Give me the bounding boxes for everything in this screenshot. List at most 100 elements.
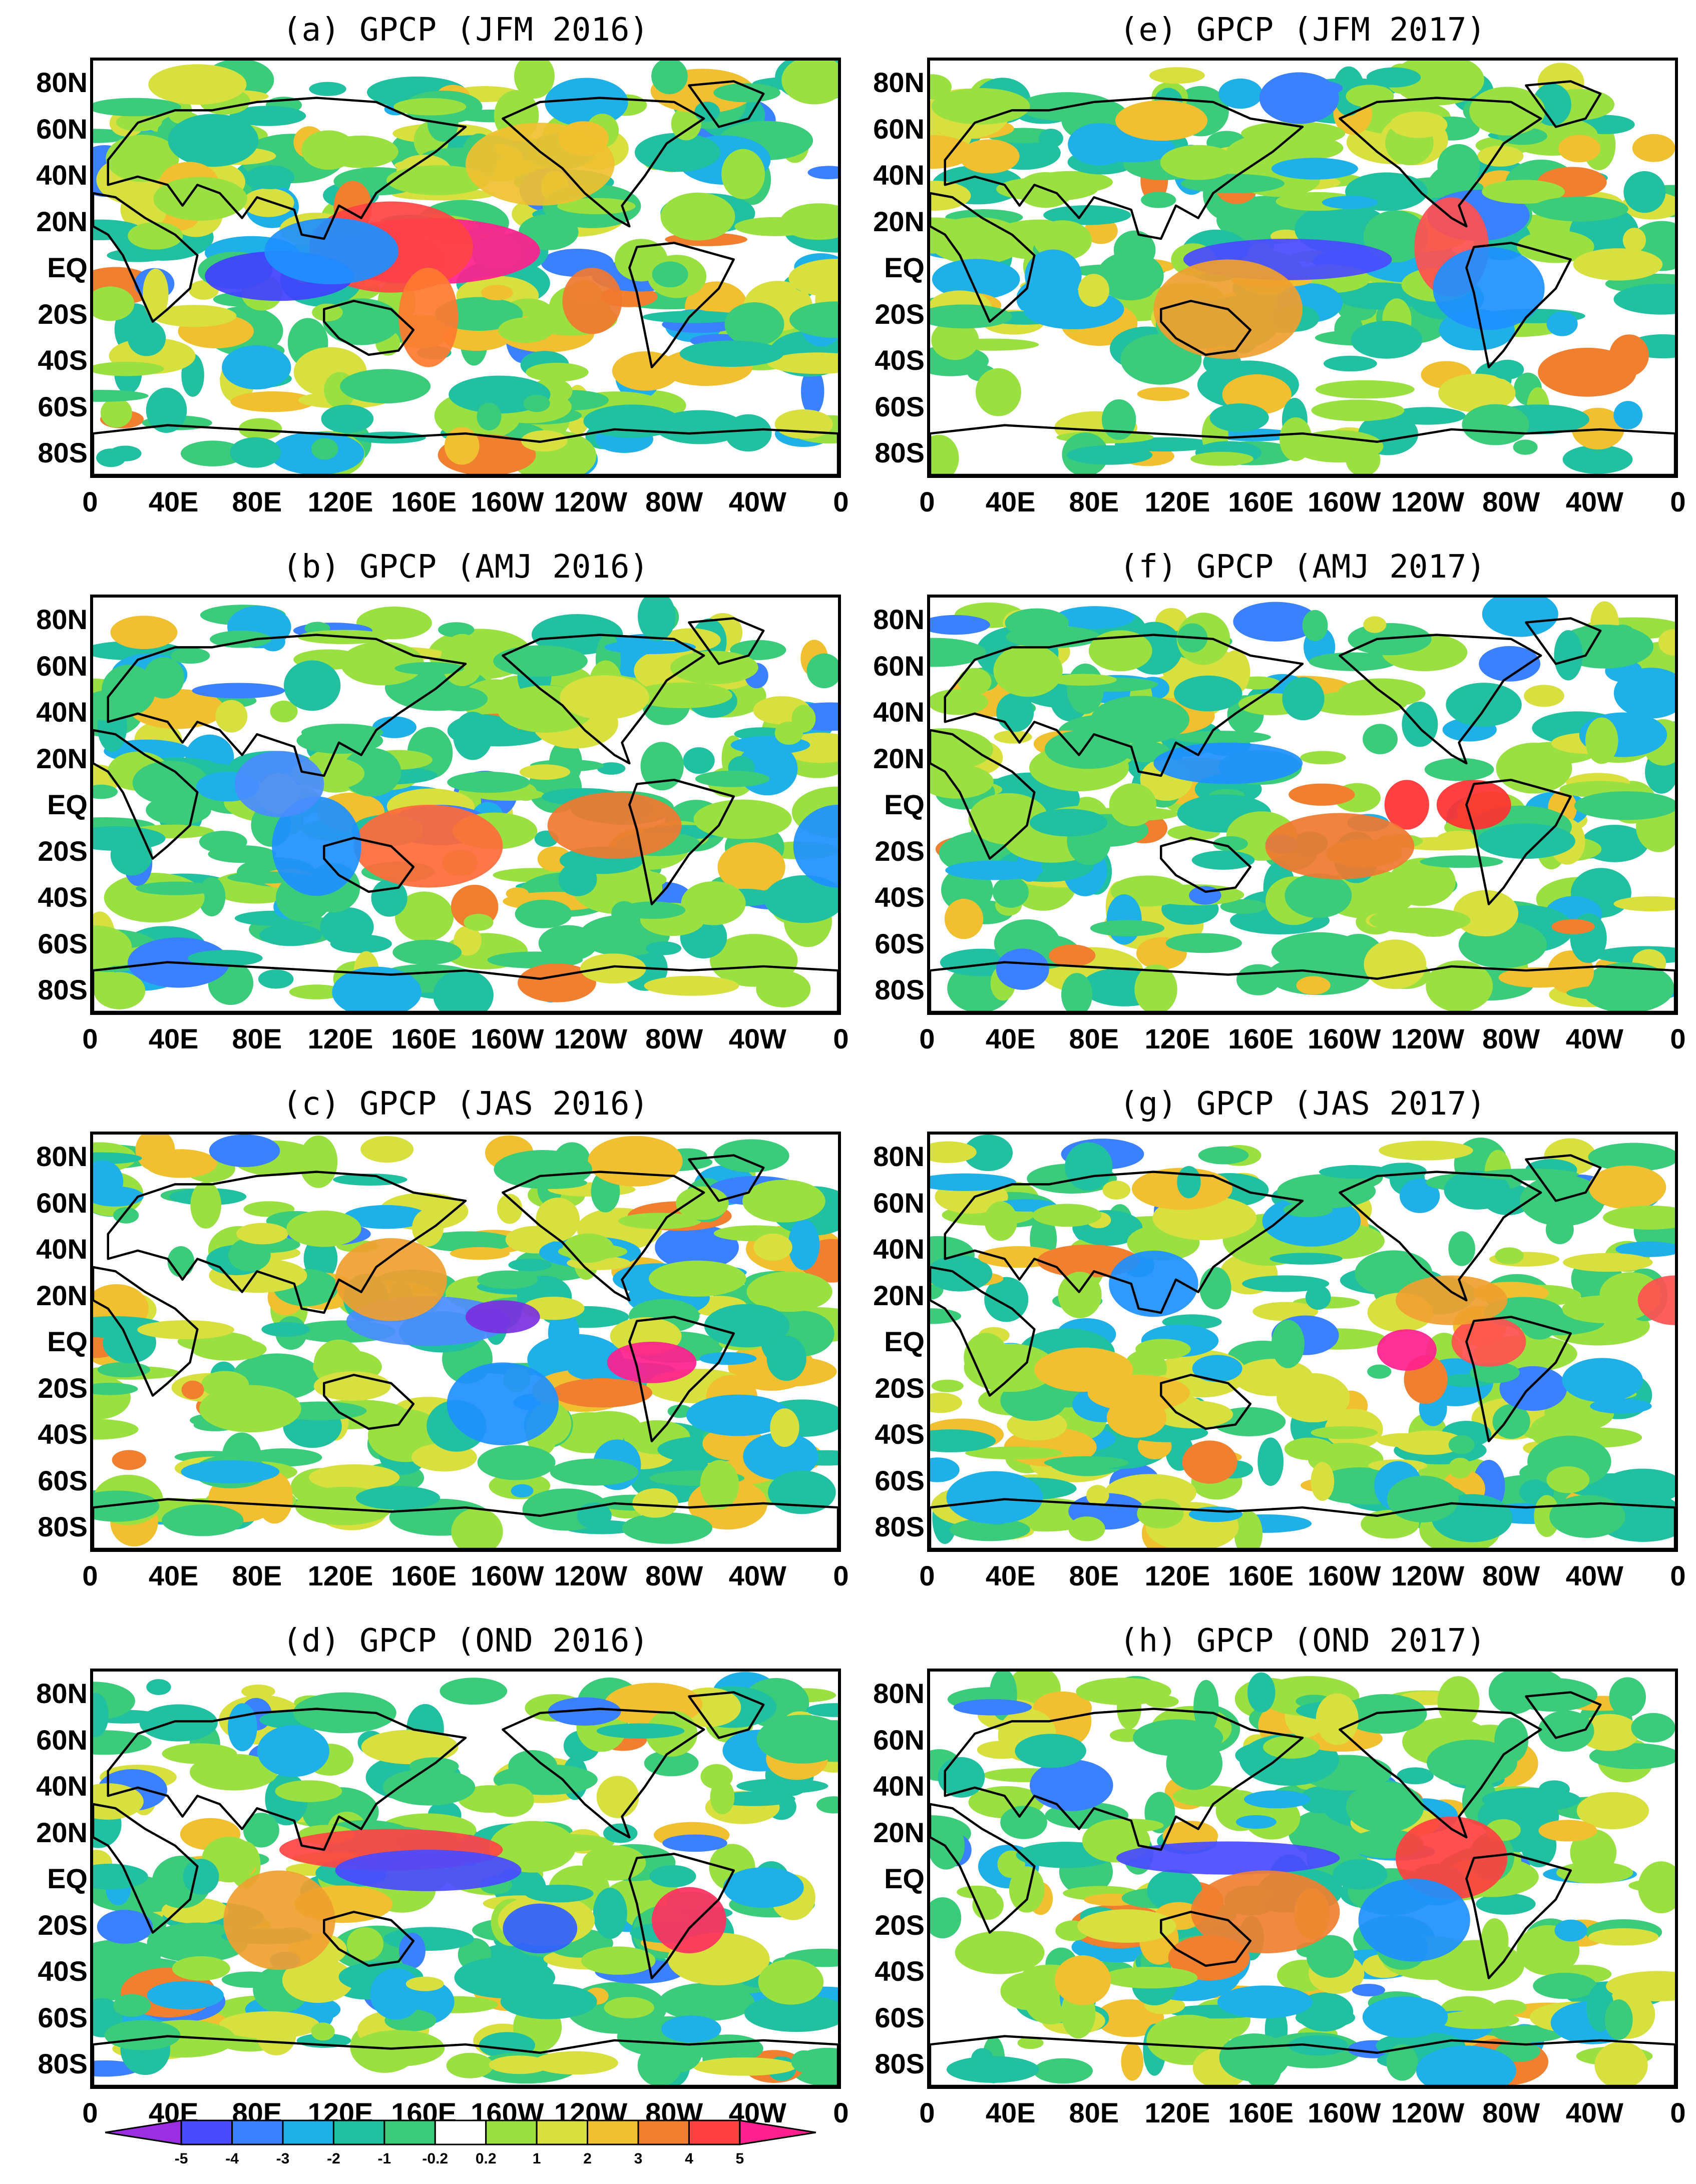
anomaly-blob	[447, 714, 518, 747]
coastline	[1339, 1171, 1542, 1302]
lat-tick-label: 20S	[38, 835, 88, 867]
anomaly-center	[335, 1850, 522, 1891]
anomaly-blob	[949, 1518, 1030, 1541]
lat-tick-label: 80N	[873, 604, 925, 635]
anomaly-center	[562, 268, 622, 334]
anomaly-blob	[753, 1233, 792, 1261]
anomaly-blob	[340, 369, 431, 404]
anomaly-blob	[1234, 1510, 1263, 1549]
anomaly-blob	[1017, 2036, 1044, 2049]
anomaly-blob	[1160, 145, 1236, 180]
lon-tick-label: 40E	[148, 1023, 199, 1054]
anomaly-blob	[93, 784, 118, 799]
anomaly-blob	[100, 398, 132, 428]
coastline	[930, 1803, 1036, 1934]
anomaly-blob	[1078, 274, 1110, 307]
anomaly-blob	[383, 1927, 474, 1951]
colorbar-swatch	[332, 2119, 385, 2145]
anomaly-blob	[742, 1180, 825, 1223]
anomaly-blob	[975, 368, 1021, 416]
anomaly-blob	[596, 1776, 639, 1818]
anomaly-blob	[309, 82, 346, 96]
colorbar-label: 5	[735, 2150, 744, 2167]
anomaly-blob	[275, 1780, 342, 1802]
lon-tick-label: 80W	[1482, 1023, 1540, 1054]
anomaly-blob	[1622, 228, 1646, 253]
anomaly-blob	[1109, 783, 1157, 827]
lat-tick-label: 80S	[875, 2048, 925, 2079]
coastline	[1339, 634, 1542, 765]
anomaly-blob	[1319, 1165, 1393, 1179]
anomaly-blob	[372, 716, 416, 738]
anomaly-blob	[143, 657, 185, 699]
colorbar-label: -2	[327, 2150, 340, 2167]
lat-tick-label: 60S	[38, 390, 88, 422]
anomaly-blob	[1043, 205, 1131, 225]
lon-tick-label: 160E	[391, 1023, 457, 1054]
anomaly-blob	[788, 259, 838, 298]
anomaly-center	[607, 1342, 697, 1383]
coastline	[107, 1708, 467, 1851]
lat-tick-label: 20N	[873, 742, 925, 774]
coastline	[1160, 837, 1252, 893]
colorbar-swatch	[739, 2119, 816, 2145]
anomaly-blob	[1198, 1146, 1249, 1165]
lat-tick-label: 20N	[36, 742, 88, 774]
panel-title: (h) GPCP (OND 2017)	[1119, 1622, 1486, 1660]
anomaly-blob	[210, 630, 271, 648]
lat-tick-label: 60N	[873, 1187, 925, 1219]
anomaly-blob	[758, 1959, 824, 2005]
anomaly-center	[335, 1238, 447, 1321]
anomaly-blob	[93, 286, 135, 321]
anomaly-blob	[282, 1957, 354, 2003]
anomaly-blob	[1209, 403, 1269, 432]
anomaly-blob	[1213, 836, 1248, 852]
anomaly-blob	[188, 950, 263, 966]
anomaly-blob	[477, 1270, 538, 1289]
anomaly-blob	[662, 1834, 727, 1852]
anomaly-blob	[816, 1796, 838, 1814]
lat-tick-label: 20S	[875, 298, 925, 330]
lon-tick-label: 0	[82, 486, 98, 517]
anomaly-center	[264, 218, 399, 285]
anomaly-blob	[440, 1678, 508, 1705]
coastline	[1160, 1911, 1252, 1967]
anomaly-blob	[604, 640, 696, 655]
anomaly-blob	[93, 361, 164, 376]
anomaly-center	[547, 792, 682, 859]
anomaly-blob	[730, 640, 786, 660]
anomaly-blob	[296, 727, 383, 754]
lat-tick-label: 20S	[38, 298, 88, 330]
coastline	[944, 97, 1304, 240]
coastline	[1339, 1708, 1542, 1839]
lon-tick-label: 40E	[985, 1560, 1036, 1591]
anomaly-blob	[930, 1392, 962, 1413]
colorbar-swatch	[637, 2119, 690, 2145]
lat-tick-label: 80S	[875, 974, 925, 1005]
coastline	[688, 1691, 765, 1739]
colorbar-swatch	[282, 2119, 334, 2145]
lat-tick-label: EQ	[884, 1863, 925, 1894]
anomaly-blob	[780, 203, 838, 240]
lon-tick-label: 0	[833, 486, 849, 517]
anomaly-blob	[171, 648, 210, 664]
anomaly-blob	[1302, 610, 1328, 642]
anomaly-blob	[1554, 1919, 1587, 1942]
anomaly-blob	[167, 1246, 195, 1277]
anomaly-center	[447, 1362, 559, 1445]
anomaly-blob	[1520, 1175, 1605, 1227]
anomaly-blob	[332, 966, 421, 1012]
anomaly-blob	[1585, 717, 1618, 764]
anomaly-blob	[1106, 894, 1142, 945]
anomaly-blob	[1199, 1267, 1231, 1310]
anomaly-blob	[1538, 1780, 1570, 1799]
anomaly-blob	[1174, 675, 1242, 712]
anomaly-blob	[1190, 451, 1254, 466]
anomaly-blob	[1448, 1457, 1472, 1479]
lat-tick-label: 80S	[875, 437, 925, 468]
anomaly-blob	[442, 323, 512, 351]
anomaly-blob	[695, 770, 770, 787]
precip-anomaly-map	[90, 1132, 841, 1552]
precip-anomaly-map	[927, 595, 1678, 1015]
anomaly-blob	[681, 881, 746, 925]
